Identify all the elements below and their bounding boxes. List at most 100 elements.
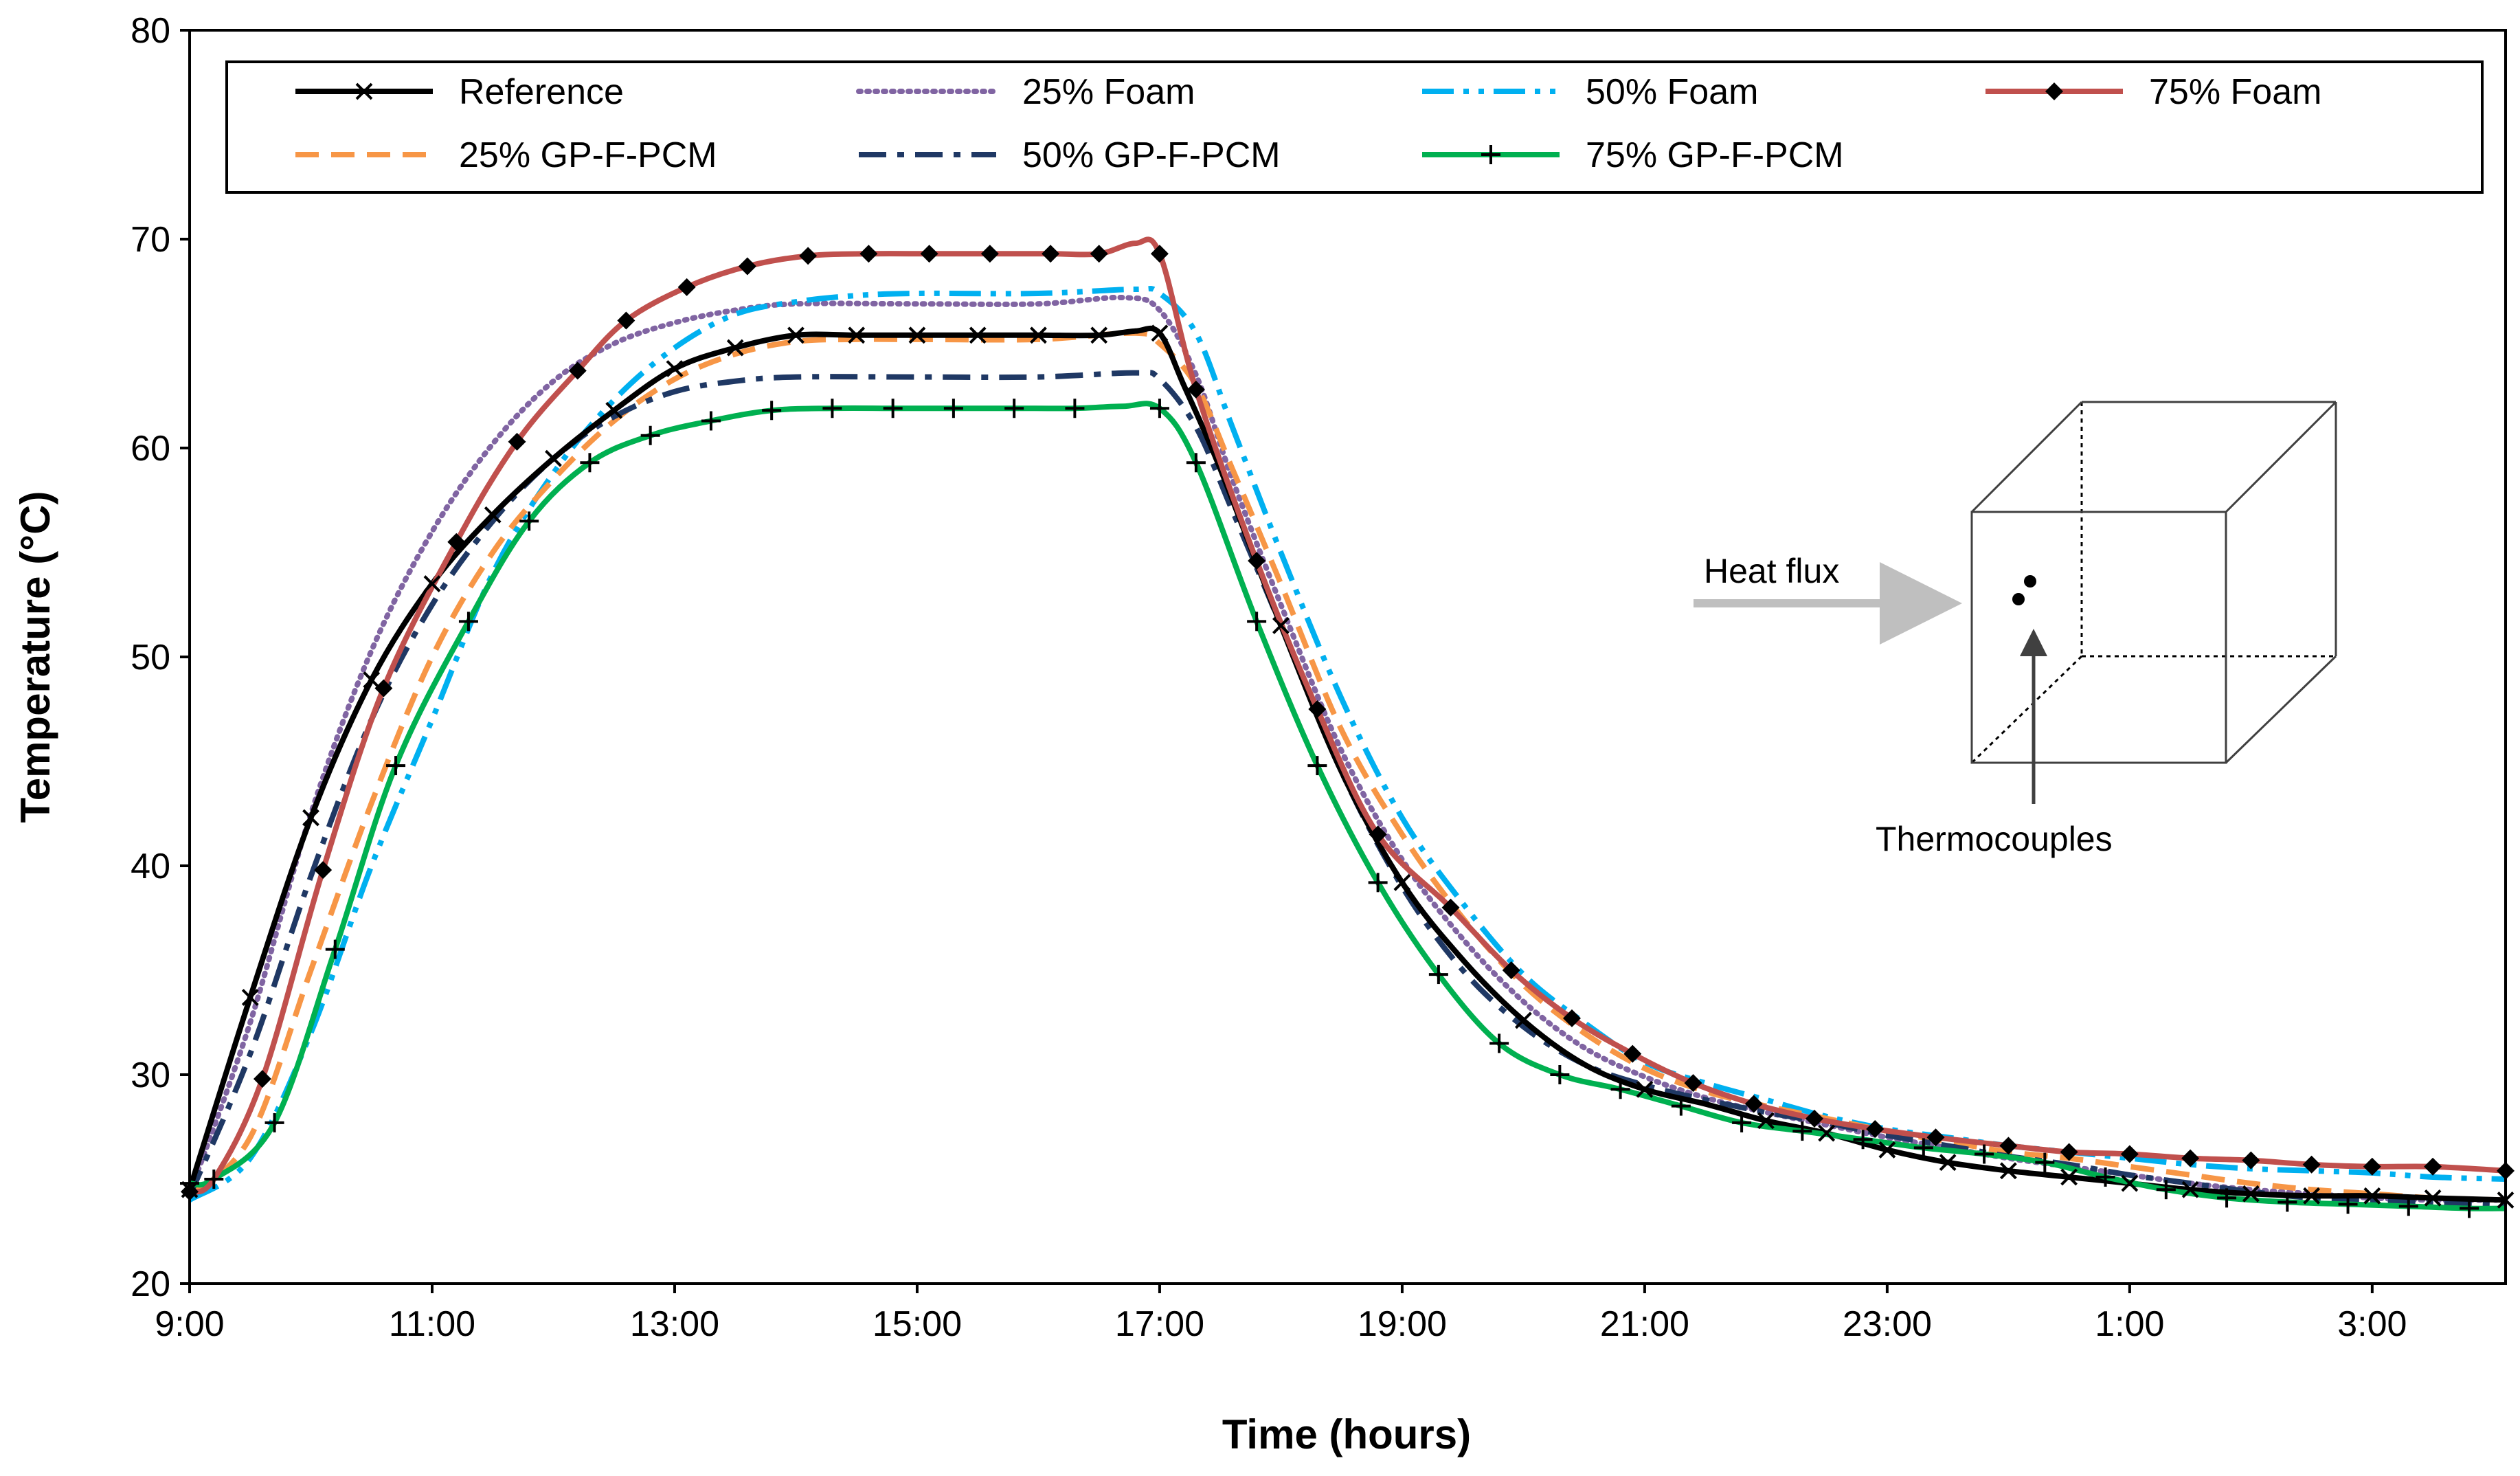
x-tick-label: 19:00 xyxy=(1358,1304,1447,1344)
x-tick-label: 23:00 xyxy=(1843,1304,1932,1344)
legend: Reference 25% Foam 50% Foam 75% Foam 25% GP-… xyxy=(225,60,2484,194)
marker-reference xyxy=(2121,1174,2139,1192)
marker-reference xyxy=(605,401,623,419)
heat-flux-label: Heat flux xyxy=(1704,552,1839,590)
marker-75-foam xyxy=(738,257,756,276)
x-axis-title: Time (hours) xyxy=(1222,1411,1471,1457)
marker-75-foam xyxy=(1805,1109,1823,1128)
plot-frame xyxy=(188,29,2507,1285)
marker-75-foam xyxy=(2060,1143,2078,1161)
marker-75-foam xyxy=(253,1070,271,1088)
marker-75-gp-f-pcm xyxy=(1610,1080,1630,1099)
marker-75-gp-f-pcm xyxy=(2095,1167,2115,1187)
marker-75-foam xyxy=(1150,245,1169,263)
marker-75-gp-f-pcm xyxy=(580,453,600,473)
cube-hidden-edge xyxy=(1970,655,2083,764)
marker-75-gp-f-pcm xyxy=(1004,399,1024,418)
marker-reference xyxy=(787,326,805,344)
marker-75-gp-f-pcm xyxy=(2460,1198,2479,1218)
marker-reference xyxy=(1878,1141,1896,1159)
thermocouple-dot xyxy=(2024,575,2036,588)
legend-marker xyxy=(1481,145,1500,164)
marker-75-gp-f-pcm xyxy=(943,399,963,418)
marker-75-gp-f-pcm xyxy=(1489,1033,1509,1053)
marker-75-foam xyxy=(2120,1145,2139,1163)
marker-75-gp-f-pcm xyxy=(762,401,782,421)
marker-reference xyxy=(848,326,866,344)
x-tick-label: 1:00 xyxy=(2095,1304,2164,1344)
marker-75-gp-f-pcm xyxy=(1186,453,1206,473)
marker-75-foam xyxy=(920,245,938,263)
marker-75-gp-f-pcm xyxy=(265,1112,284,1132)
marker-75-gp-f-pcm xyxy=(204,1170,224,1189)
y-axis-title: Temperature (°C) xyxy=(12,491,58,823)
marker-75-gp-f-pcm xyxy=(386,756,406,776)
y-tick-label: 70 xyxy=(131,220,170,260)
marker-75-foam xyxy=(2424,1157,2442,1176)
marker-75-gp-f-pcm xyxy=(1913,1138,1933,1158)
marker-layer xyxy=(180,245,2515,1218)
x-tick-label: 21:00 xyxy=(1600,1304,1689,1344)
marker-reference xyxy=(1636,1080,1654,1098)
y-tick-label: 20 xyxy=(131,1264,170,1304)
marker-75-gp-f-pcm xyxy=(1065,399,1085,418)
y-tick-label: 30 xyxy=(131,1055,170,1095)
legend-label: 25% GP-F-PCM xyxy=(459,135,717,175)
marker-75-gp-f-pcm xyxy=(1732,1112,1752,1132)
marker-75-gp-f-pcm xyxy=(458,612,478,631)
legend-label: 75% GP-F-PCM xyxy=(1586,135,1844,175)
marker-75-foam xyxy=(1308,700,1327,718)
legend-marker xyxy=(2045,82,2063,100)
marker-75-foam xyxy=(677,278,696,296)
marker-75-gp-f-pcm xyxy=(2338,1194,2358,1214)
marker-reference xyxy=(1939,1154,1957,1172)
y-tick-label: 80 xyxy=(131,11,170,51)
marker-reference xyxy=(908,326,926,344)
marker-reference xyxy=(666,360,684,377)
marker-75-foam xyxy=(1563,1009,1582,1027)
marker-75-foam xyxy=(980,245,999,263)
thermocouple-dot xyxy=(2012,593,2025,605)
marker-reference xyxy=(241,989,259,1006)
marker-75-gp-f-pcm xyxy=(1149,399,1169,418)
marker-75-foam xyxy=(799,247,818,265)
marker-75-foam xyxy=(1248,552,1266,570)
marker-75-foam xyxy=(568,361,587,380)
cube-edge xyxy=(2225,655,2337,764)
series-line-75-gp-f-pcm xyxy=(190,401,2506,1211)
marker-75-gp-f-pcm xyxy=(1671,1096,1691,1116)
marker-75-gp-f-pcm xyxy=(1428,965,1448,985)
marker-75-gp-f-pcm xyxy=(640,425,660,445)
marker-reference xyxy=(1030,326,1047,344)
marker-75-foam xyxy=(2363,1157,2381,1176)
legend-label: 50% Foam xyxy=(1586,72,1758,112)
marker-75-gp-f-pcm xyxy=(1550,1065,1570,1084)
marker-reference xyxy=(726,339,744,357)
marker-reference xyxy=(1999,1162,2017,1180)
marker-75-foam xyxy=(1502,961,1520,979)
cube-edge xyxy=(2225,401,2337,513)
legend-label: 50% GP-F-PCM xyxy=(1022,135,1281,175)
marker-75-foam xyxy=(2302,1155,2321,1174)
marker-75-foam xyxy=(314,861,333,880)
marker-75-gp-f-pcm xyxy=(325,939,345,959)
marker-75-gp-f-pcm xyxy=(1975,1144,1994,1164)
marker-reference xyxy=(2242,1185,2260,1203)
legend-marker xyxy=(355,82,373,100)
marker-75-foam xyxy=(1926,1128,1945,1147)
marker-75-foam xyxy=(1441,898,1460,917)
marker-reference xyxy=(2060,1168,2078,1186)
y-axis-ticks: 20 30 40 50 60 70 80 xyxy=(131,11,190,1304)
marker-75-foam xyxy=(508,432,526,451)
cube-front-face xyxy=(1970,511,2227,764)
x-tick-label: 15:00 xyxy=(873,1304,962,1344)
marker-reference xyxy=(969,326,987,344)
x-axis-ticks: 9:00 11:00 13:00 15:00 17:00 19:00 21:00 23:00 1… xyxy=(155,1284,2407,1344)
marker-75-gp-f-pcm xyxy=(701,411,721,431)
legend-label: 75% Foam xyxy=(2149,72,2321,112)
marker-75-gp-f-pcm xyxy=(1853,1130,1873,1150)
marker-75-gp-f-pcm xyxy=(2398,1196,2418,1216)
marker-75-gp-f-pcm xyxy=(519,511,539,531)
marker-75-foam xyxy=(1999,1137,2018,1155)
